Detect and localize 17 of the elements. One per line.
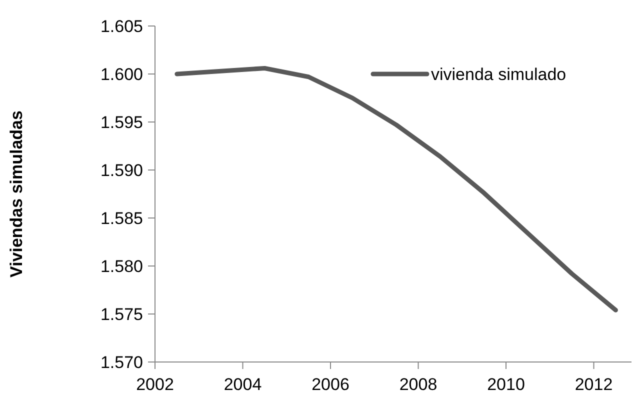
x-tick-label: 2002 <box>136 375 174 394</box>
y-tick-label: 1.575 <box>100 304 143 324</box>
y-tick-label: 1.605 <box>100 16 143 36</box>
y-tick-label: 1.580 <box>100 256 143 276</box>
y-axis-title: Viviendas simuladas <box>7 110 26 278</box>
x-tick-label: 2008 <box>399 375 438 394</box>
y-tick-label: 1.600 <box>100 64 143 84</box>
x-tick-label: 2012 <box>574 375 613 394</box>
y-tick-label: 1.585 <box>100 208 143 228</box>
legend-label: vivienda simulado <box>431 64 566 84</box>
y-tick-label: 1.590 <box>100 160 143 180</box>
y-tick-label: 1.595 <box>100 112 143 132</box>
x-tick-label: 2006 <box>312 375 350 394</box>
y-tick-label: 1.570 <box>100 352 143 372</box>
x-tick-label: 2010 <box>487 375 525 394</box>
line-series <box>174 66 618 312</box>
x-tick-label: 2004 <box>224 375 262 394</box>
